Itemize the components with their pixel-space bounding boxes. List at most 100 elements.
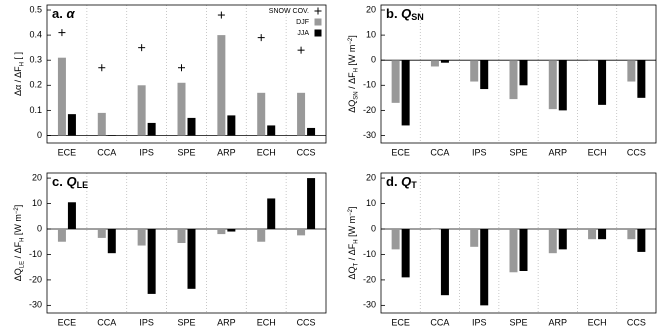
- bar: [147, 122, 156, 136]
- y-tick-label: 0: [371, 55, 376, 65]
- panel-title: c. QLE: [52, 174, 88, 190]
- bar: [401, 229, 410, 278]
- x-tick-label: ECH: [257, 317, 276, 326]
- bar: [217, 229, 226, 235]
- x-tick-label: CCA: [97, 147, 116, 157]
- y-tick-label: 10: [32, 198, 42, 208]
- bar: [297, 92, 306, 136]
- y-axis-label-part: [ ]: [13, 52, 23, 62]
- title-symbol: α: [66, 6, 75, 21]
- bar: [637, 229, 646, 252]
- y-tick-label: 0.4: [29, 29, 42, 39]
- y-tick-label: 20: [32, 172, 42, 182]
- y-axis-label-part: / ΔF: [347, 72, 357, 92]
- x-tick-label: CCS: [627, 317, 646, 326]
- bar: [67, 114, 76, 136]
- y-axis-label-part: ΔQ: [347, 100, 357, 113]
- bar: [509, 229, 518, 273]
- panel-title: a. α: [52, 6, 75, 21]
- x-tick-label: ECE: [391, 317, 410, 326]
- bar: [97, 229, 106, 238]
- y-tick-label: -30: [363, 130, 376, 140]
- x-tick-label: CCS: [297, 147, 316, 157]
- y-axis-label: ΔQLE / ΔFH [W m−2]: [13, 205, 25, 282]
- y-tick-label: -10: [363, 249, 376, 259]
- y-tick-label: 20: [366, 172, 376, 182]
- y-axis-label-part: Δα / ΔF: [13, 66, 23, 96]
- title-symbol: Q: [401, 174, 411, 189]
- bar: [177, 82, 186, 136]
- plot-frame: [46, 4, 327, 144]
- title-subscript: LE: [77, 180, 89, 190]
- x-tick-label: SPE: [509, 147, 527, 157]
- x-tick-label: SPE: [177, 147, 195, 157]
- plot-frame: [380, 172, 657, 314]
- y-tick-label: -30: [29, 300, 42, 310]
- y-tick-label: 0.1: [29, 105, 42, 115]
- title-prefix: b.: [386, 6, 401, 21]
- bar: [430, 60, 439, 67]
- y-axis-label-part: ΔQ: [347, 266, 357, 279]
- bar: [440, 60, 449, 63]
- bar: [187, 117, 196, 136]
- bar: [480, 60, 489, 90]
- snow-cover-marker: [178, 64, 185, 72]
- y-axis-label: ΔQSN / ΔFH [W m−2]: [347, 35, 359, 113]
- bar: [137, 85, 146, 136]
- bar: [548, 60, 557, 110]
- x-tick-label: SPE: [509, 317, 527, 326]
- y-tick-label: 0.2: [29, 80, 42, 90]
- bar: [470, 229, 479, 247]
- bar: [227, 229, 236, 232]
- x-tick-label: IPS: [139, 317, 154, 326]
- bar: [297, 229, 306, 236]
- x-tick-label: IPS: [139, 147, 154, 157]
- bar: [267, 198, 276, 229]
- y-axis-label-part: [W m: [347, 45, 357, 69]
- bar: [107, 135, 116, 136]
- title-prefix: c.: [52, 174, 66, 189]
- bar: [57, 57, 66, 136]
- y-tick-label: 0: [371, 223, 376, 233]
- x-tick-label: ECH: [588, 147, 607, 157]
- y-tick-label: 10: [366, 29, 376, 39]
- bar: [177, 229, 186, 243]
- y-axis-label-part: / ΔF: [13, 241, 23, 261]
- x-tick-label: IPS: [472, 147, 487, 157]
- y-axis-label-part: / ΔF: [347, 243, 357, 263]
- bar: [401, 60, 410, 126]
- bar: [307, 178, 316, 229]
- snow-cover-marker: [257, 34, 265, 42]
- y-tick-label: -10: [363, 80, 376, 90]
- bar: [307, 127, 316, 136]
- bar: [430, 229, 439, 230]
- y-tick-label: -30: [363, 300, 376, 310]
- y-axis-label: ΔQT / ΔFH [W m−2]: [347, 207, 359, 280]
- y-axis-label-part: ]: [347, 35, 357, 38]
- legend-label: DJF: [296, 19, 309, 26]
- bar: [548, 229, 557, 254]
- bar: [519, 229, 528, 271]
- snow-cover-marker: [98, 64, 106, 72]
- legend-label: JJA: [297, 30, 309, 37]
- legend-swatch: [314, 18, 322, 26]
- bar: [67, 202, 76, 229]
- snow-cover-marker: [217, 11, 225, 19]
- y-axis-label-part: H: [353, 239, 359, 243]
- panel-title: b. QSN: [386, 6, 424, 22]
- x-tick-label: CCA: [430, 317, 449, 326]
- snow-cover-marker: [297, 46, 305, 54]
- bar: [627, 229, 636, 240]
- y-axis-label-part: H: [19, 238, 25, 242]
- x-tick-label: ARP: [549, 147, 568, 157]
- title-subscript: SN: [411, 12, 424, 22]
- y-tick-label: 0.5: [29, 4, 42, 14]
- x-tick-label: ECE: [58, 147, 77, 157]
- y-axis-label-part: ]: [13, 205, 23, 208]
- bar: [391, 60, 400, 103]
- legend-label: SNOW COV.: [269, 8, 309, 15]
- y-axis-label-part: T: [353, 262, 359, 266]
- legend-swatch: [314, 29, 322, 37]
- bar: [227, 115, 236, 136]
